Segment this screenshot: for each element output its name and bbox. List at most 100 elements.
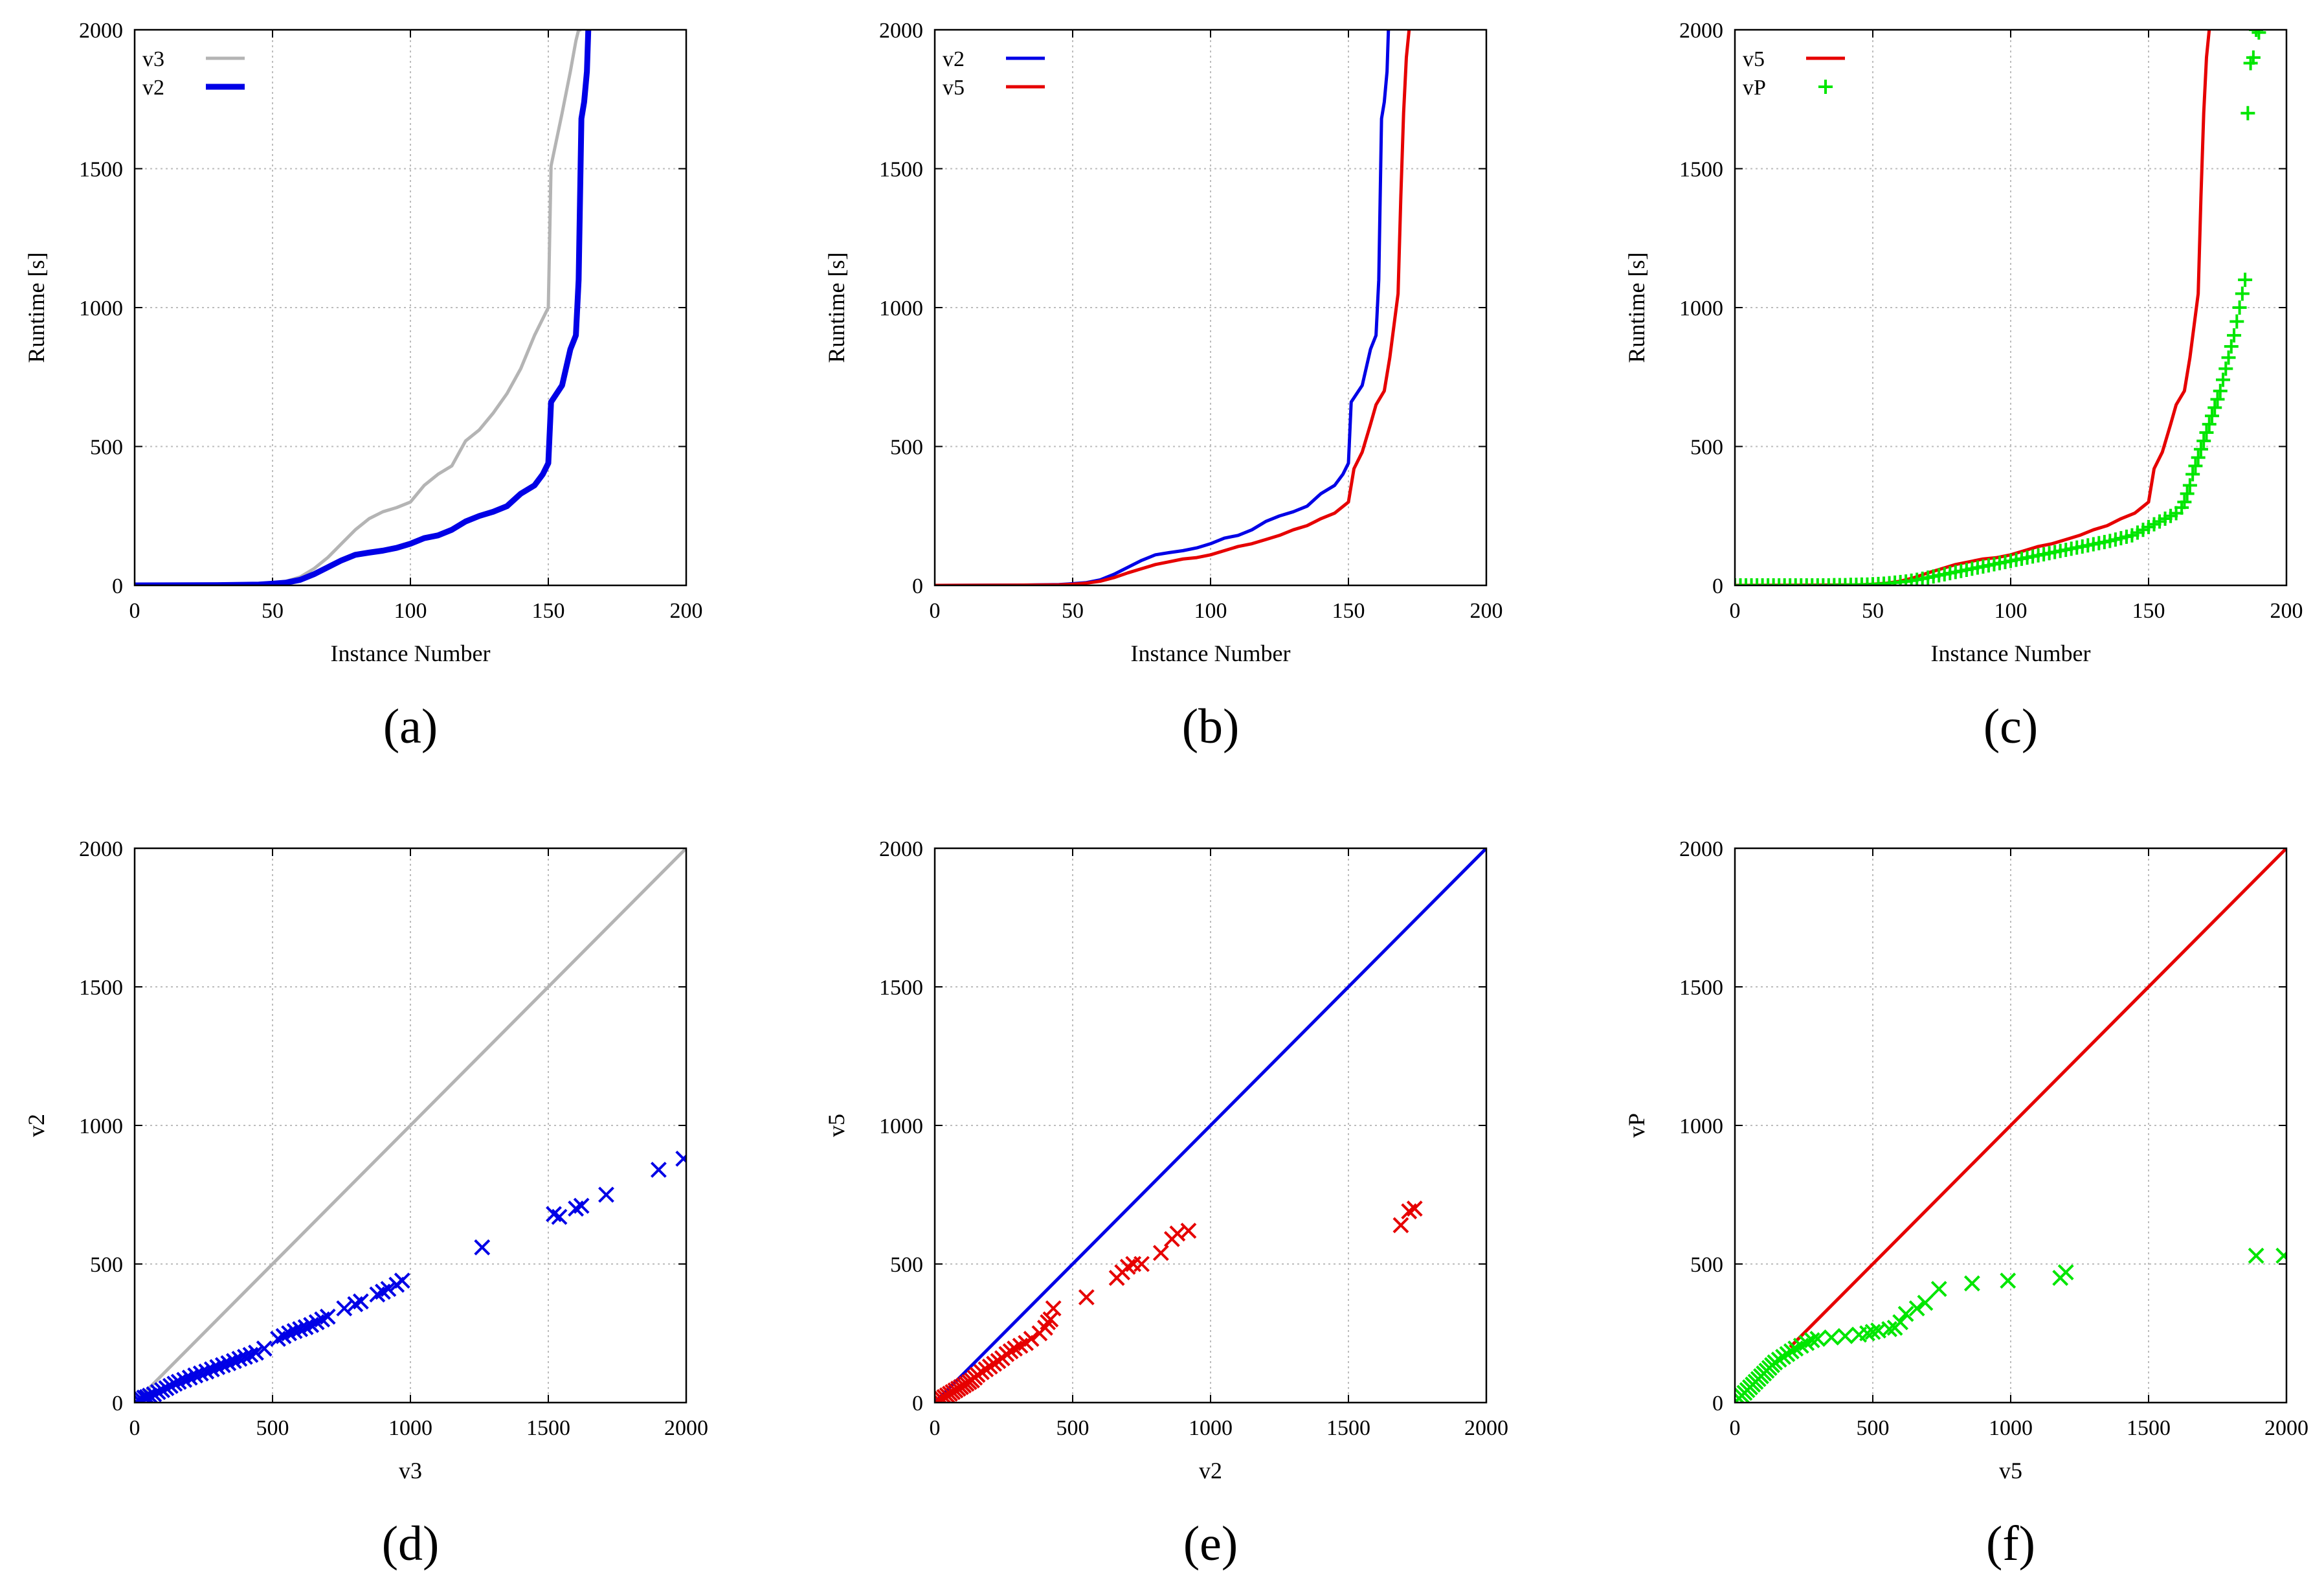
data-point bbox=[1897, 1305, 1914, 1322]
x-tick-label: 0 bbox=[1730, 1416, 1741, 1440]
x-tick-label: 100 bbox=[1194, 599, 1227, 623]
data-point bbox=[1930, 1281, 1947, 1297]
data-point bbox=[319, 1308, 336, 1325]
y-tick-label: 500 bbox=[90, 1253, 123, 1277]
data-point bbox=[573, 1197, 590, 1214]
panel-label: (c) bbox=[1983, 699, 2038, 754]
data-point bbox=[1799, 578, 1814, 585]
x-tick-label: 200 bbox=[1470, 599, 1503, 623]
y-tick-label: 0 bbox=[912, 1392, 923, 1416]
data-point bbox=[2193, 442, 2208, 457]
data-point bbox=[2240, 106, 2255, 120]
x-tick-label: 150 bbox=[2132, 599, 2165, 623]
panel-label: (e) bbox=[1183, 1517, 1238, 1571]
data-point bbox=[231, 1350, 248, 1367]
data-point bbox=[2275, 1247, 2286, 1264]
y-tick-label: 500 bbox=[1690, 436, 1723, 460]
series-v5 bbox=[1735, 30, 2211, 585]
y-tick-label: 2000 bbox=[79, 19, 123, 43]
data-point bbox=[2207, 400, 2222, 415]
plot-frame bbox=[933, 847, 1488, 1404]
data-point bbox=[142, 1387, 158, 1403]
data-point bbox=[170, 1373, 187, 1390]
data-point bbox=[187, 1367, 204, 1384]
data-point bbox=[2216, 372, 2231, 387]
panel-label: (b) bbox=[1182, 699, 1240, 754]
y-tick-label: 500 bbox=[890, 1253, 923, 1277]
reference-line bbox=[1789, 848, 2286, 1349]
data-point bbox=[1152, 1245, 1169, 1261]
x-tick-label: 200 bbox=[670, 599, 703, 623]
data-point bbox=[158, 1380, 175, 1397]
panel-label: (f) bbox=[1986, 1517, 2035, 1571]
x-tick-label: 1500 bbox=[2127, 1416, 2171, 1440]
data-point bbox=[2238, 273, 2253, 288]
x-axis-label: v5 bbox=[1999, 1458, 2022, 1484]
data-point bbox=[2248, 1247, 2264, 1264]
y-tick-label: 1500 bbox=[879, 976, 923, 1000]
data-point bbox=[1134, 1256, 1150, 1272]
x-axis-label: v2 bbox=[1199, 1458, 1222, 1484]
data-point bbox=[2191, 450, 2206, 465]
x-tick-label: 500 bbox=[1857, 1416, 1890, 1440]
data-point bbox=[352, 1293, 369, 1310]
data-point bbox=[1892, 1314, 1909, 1331]
data-point bbox=[154, 1382, 171, 1399]
x-tick-label: 1000 bbox=[1989, 1416, 2033, 1440]
x-axis-label: Instance Number bbox=[331, 640, 491, 666]
y-tick-label: 2000 bbox=[79, 837, 123, 861]
y-axis-label: v5 bbox=[823, 1114, 849, 1137]
y-tick-label: 2000 bbox=[879, 837, 923, 861]
x-tick-label: 0 bbox=[129, 599, 140, 623]
data-point bbox=[1963, 1275, 1980, 1292]
y-tick-label: 0 bbox=[112, 574, 123, 598]
y-axis-label: v2 bbox=[23, 1114, 49, 1137]
legend-entry-label: v3 bbox=[142, 47, 164, 71]
data-point bbox=[2218, 361, 2233, 376]
legend-entry-label: v2 bbox=[142, 76, 164, 100]
data-point bbox=[1805, 578, 1820, 585]
data-point bbox=[2227, 328, 2242, 343]
series-line bbox=[135, 30, 592, 585]
data-point bbox=[248, 1344, 264, 1361]
data-point bbox=[1739, 578, 1754, 585]
data-point bbox=[2202, 417, 2217, 432]
data-point bbox=[2249, 30, 2264, 37]
x-axis-label: v3 bbox=[399, 1458, 422, 1484]
data-point bbox=[474, 1239, 491, 1256]
x-tick-label: 2000 bbox=[1464, 1416, 1508, 1440]
y-tick-label: 1000 bbox=[1679, 297, 1723, 321]
data-point bbox=[1766, 578, 1781, 585]
y-tick-label: 1000 bbox=[879, 1114, 923, 1138]
x-tick-label: 0 bbox=[129, 1416, 140, 1440]
data-point bbox=[209, 1359, 226, 1375]
y-tick-label: 1000 bbox=[79, 1114, 123, 1138]
series-v2 bbox=[135, 1150, 686, 1403]
panel-label: (d) bbox=[382, 1517, 440, 1571]
data-point bbox=[1810, 578, 1825, 585]
legend-entry-label: vP bbox=[1743, 76, 1766, 100]
data-point bbox=[1735, 578, 1748, 585]
data-point bbox=[1777, 578, 1792, 585]
plot-frame bbox=[133, 28, 687, 587]
data-point bbox=[1823, 1329, 1840, 1346]
y-tick-label: 0 bbox=[1712, 1392, 1723, 1416]
data-point bbox=[2251, 30, 2266, 40]
y-axis-label: Runtime [s] bbox=[823, 253, 849, 363]
data-point bbox=[286, 1323, 303, 1339]
data-point bbox=[336, 1300, 353, 1316]
data-point bbox=[150, 1384, 166, 1401]
data-point bbox=[2235, 286, 2250, 301]
data-point bbox=[1908, 1300, 1925, 1316]
series-vP bbox=[1735, 30, 2266, 585]
x-tick-label: 100 bbox=[394, 599, 427, 623]
data-point bbox=[1816, 578, 1831, 585]
y-tick-label: 1000 bbox=[79, 297, 123, 321]
y-tick-label: 500 bbox=[90, 436, 123, 460]
data-point bbox=[214, 1357, 231, 1373]
y-axis-label: Runtime [s] bbox=[1624, 253, 1649, 363]
chart-e: 0 500 1000 1500 2000 0 500 1000 1500 2000 v2 v5 (e) bbox=[823, 837, 1508, 1571]
